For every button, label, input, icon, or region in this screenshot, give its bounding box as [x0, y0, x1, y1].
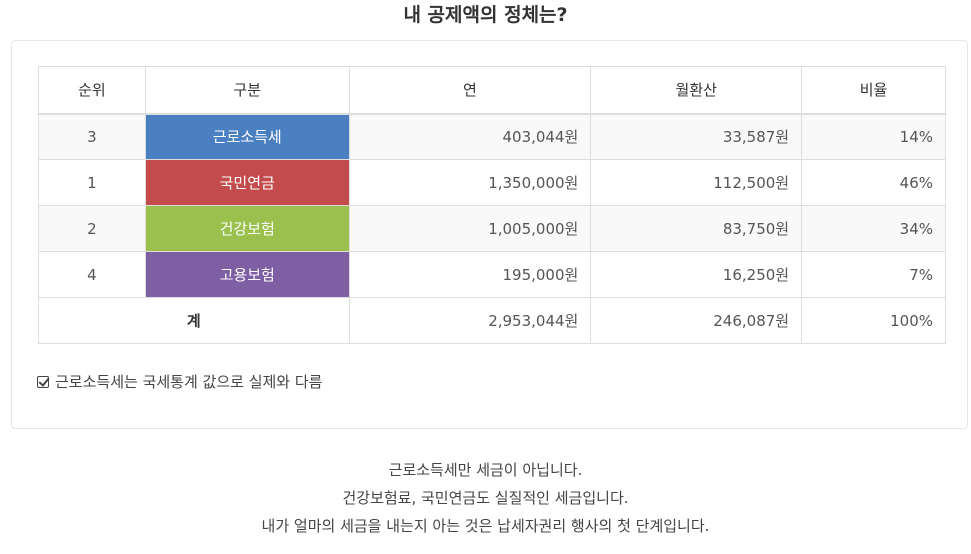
monthly-cell: 33,587원	[590, 113, 803, 160]
header-monthly: 월환산	[590, 66, 803, 115]
table-row: 4 고용보험 195,000원 16,250원 7%	[38, 251, 946, 298]
footer-line: 건강보험료, 국민연금도 실질적인 세금입니다.	[342, 489, 629, 507]
note: 근로소득세는 국세통계 값으로 실제와 다름	[37, 371, 322, 392]
monthly-cell: 83,750원	[590, 205, 803, 252]
header-category: 구분	[144, 66, 350, 115]
table-row: 1 국민연금 1,350,000원 112,500원 46%	[38, 159, 946, 206]
category-cell: 고용보험	[144, 251, 350, 298]
monthly-cell: 112,500원	[590, 159, 803, 206]
total-label: 계	[38, 297, 350, 344]
footer-message: 근로소득세만 세금이 아닙니다. 건강보험료, 국민연금도 실질적인 세금입니다…	[0, 456, 971, 540]
rank-cell: 1	[38, 159, 146, 206]
page-title: 내 공제액의 정체는?	[403, 4, 568, 26]
deduction-table: 순위 구분 연 월환산 비율 3 근로소득세 403,044원 33,587원 …	[38, 66, 946, 344]
ratio-cell: 14%	[801, 113, 946, 160]
ratio-cell: 7%	[801, 251, 946, 298]
annual-cell: 195,000원	[348, 251, 592, 298]
header-annual: 연	[348, 66, 592, 115]
total-monthly: 246,087원	[590, 297, 803, 344]
footer-line: 내가 얼마의 세금을 내는지 아는 것은 납세자권리 행사의 첫 단계입니다.	[261, 517, 710, 535]
header-rank: 순위	[38, 66, 146, 115]
total-row: 계 2,953,044원 246,087원 100%	[38, 297, 946, 344]
rank-cell: 2	[38, 205, 146, 252]
ratio-cell: 34%	[801, 205, 946, 252]
ratio-cell: 46%	[801, 159, 946, 206]
header-ratio: 비율	[801, 66, 946, 115]
rank-cell: 4	[38, 251, 146, 298]
annual-cell: 1,005,000원	[348, 205, 592, 252]
total-annual: 2,953,044원	[348, 297, 592, 344]
note-text: 근로소득세는 국세통계 값으로 실제와 다름	[55, 373, 323, 391]
total-ratio: 100%	[801, 297, 946, 344]
annual-cell: 1,350,000원	[348, 159, 592, 206]
footer-line: 근로소득세만 세금이 아닙니다.	[388, 461, 583, 479]
category-cell: 건강보험	[144, 205, 350, 252]
checkbox-checked-icon	[37, 375, 49, 388]
table-row: 3 근로소득세 403,044원 33,587원 14%	[38, 113, 946, 160]
deduction-panel: 순위 구분 연 월환산 비율 3 근로소득세 403,044원 33,587원 …	[11, 40, 968, 429]
table-header-row: 순위 구분 연 월환산 비율	[38, 66, 946, 115]
annual-cell: 403,044원	[348, 113, 592, 160]
monthly-cell: 16,250원	[590, 251, 803, 298]
rank-cell: 3	[38, 113, 146, 160]
category-cell: 국민연금	[144, 159, 350, 206]
table-row: 2 건강보험 1,005,000원 83,750원 34%	[38, 205, 946, 252]
category-cell: 근로소득세	[144, 113, 350, 160]
